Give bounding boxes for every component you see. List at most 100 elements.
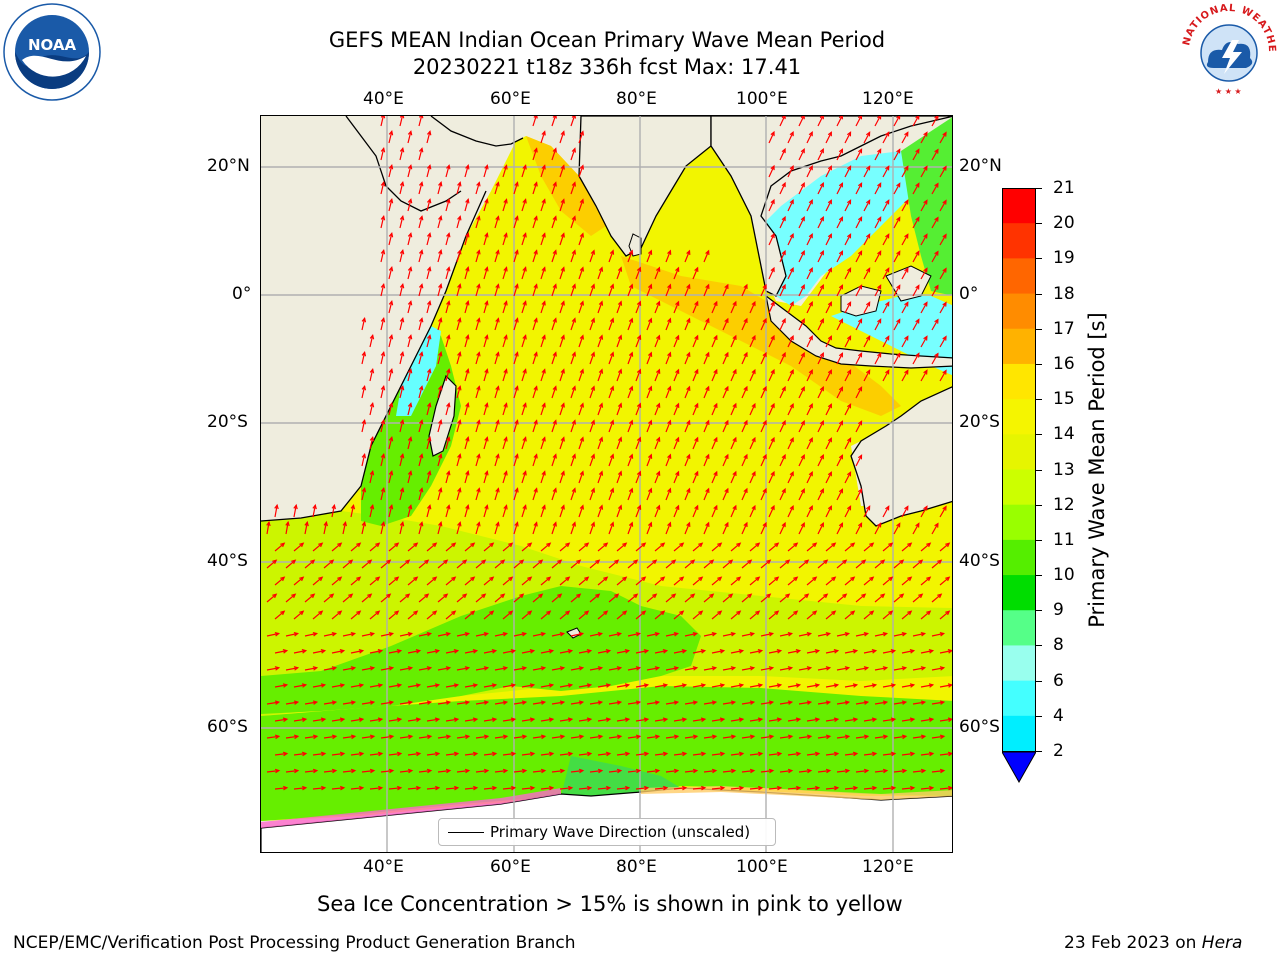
wave-arrow-shaft [684, 632, 697, 637]
wave-arrow-shaft [399, 701, 412, 705]
wave-arrow-shaft [684, 284, 691, 297]
wave-arrow-head [571, 521, 576, 527]
wave-arrow-shaft [654, 369, 660, 382]
wave-arrow-head [814, 751, 821, 757]
wave-arrow-head [533, 385, 538, 391]
wave-arrow-head [407, 334, 413, 340]
wave-arrow-shaft [825, 610, 836, 620]
wave-arrow-head [852, 751, 859, 757]
wave-arrow-shaft [494, 488, 499, 501]
wave-arrow-head [508, 576, 514, 582]
wave-arrow-head [865, 301, 871, 307]
wave-arrow-head [838, 116, 843, 120]
wave-arrow-head [751, 334, 756, 341]
wave-arrow-shaft [608, 735, 621, 739]
wave-arrow-head [942, 199, 947, 205]
wave-arrow-shaft [540, 684, 553, 688]
wave-arrow-shaft [863, 132, 871, 144]
wave-arrow-head [465, 232, 470, 238]
wave-arrow-head [358, 785, 365, 791]
wave-arrow-shaft [863, 200, 871, 212]
wave-arrow-head [502, 768, 509, 774]
wave-arrow-shaft [711, 610, 722, 620]
wave-arrow-head [557, 559, 563, 565]
wave-arrow-head [567, 751, 574, 757]
wave-arrow-shaft [532, 148, 538, 161]
wave-arrow-head [882, 768, 889, 774]
wave-arrow-shaft [494, 593, 505, 603]
wave-arrow-shaft [304, 701, 317, 705]
wave-arrow-head [565, 576, 571, 582]
wave-arrow-head [438, 317, 443, 323]
wave-arrow-shaft [806, 165, 813, 178]
wave-arrow-shaft [901, 370, 909, 382]
wave-arrow-shaft [646, 284, 652, 297]
wave-arrow-head [844, 734, 851, 740]
wave-arrow-head [533, 283, 538, 289]
wave-arrow-head [483, 666, 490, 671]
noaa-logo: NOAA [2, 2, 102, 102]
wave-arrow-shaft [874, 770, 887, 773]
wave-arrow-head [310, 559, 316, 565]
wave-arrow-shaft [578, 542, 589, 552]
wave-arrow-head [806, 632, 813, 637]
wave-arrow-shaft [874, 217, 882, 229]
wave-arrow-head [529, 751, 536, 757]
wave-arrow-shaft [388, 165, 393, 178]
wave-arrow-shaft [931, 632, 944, 637]
wave-arrow-shaft [399, 318, 404, 331]
wave-arrow-head [942, 335, 947, 341]
wave-arrow-head [660, 576, 666, 582]
wave-arrow-shaft [589, 593, 600, 603]
wave-arrow-shaft [589, 559, 600, 569]
wave-arrow-shaft [464, 267, 469, 280]
wave-arrow-head [711, 666, 718, 671]
wave-arrow-shaft [616, 542, 627, 552]
wave-arrow-head [857, 182, 863, 188]
wave-arrow-shaft [274, 576, 285, 586]
colorbar-tick-mark [1036, 504, 1042, 506]
wave-arrow-head [667, 419, 672, 425]
wave-arrow-shaft [369, 752, 382, 756]
colorbar-tick-label: 20 [1053, 213, 1075, 234]
wave-arrow-shaft [456, 182, 461, 195]
wave-arrow-shaft [768, 752, 781, 756]
colorbar-block [1002, 645, 1036, 682]
wave-arrow-head [540, 666, 547, 671]
wave-arrow-head [757, 751, 764, 757]
wave-arrow-head [743, 521, 748, 528]
wave-arrow-head [274, 700, 281, 705]
wave-arrow-shaft [331, 650, 344, 654]
wave-arrow-shaft [380, 318, 385, 331]
wave-arrow-head [724, 351, 729, 358]
wave-arrow-shaft [608, 284, 614, 297]
wave-arrow-shaft [692, 471, 699, 484]
wave-arrow-head [694, 300, 699, 306]
wave-arrow-shaft [855, 149, 863, 161]
wave-arrow-head [280, 542, 286, 548]
wave-arrow-shaft [608, 667, 621, 671]
wave-arrow-head [559, 666, 566, 671]
wave-arrow-head [655, 266, 661, 272]
wave-arrow-shaft [646, 352, 652, 365]
wave-arrow-shaft [608, 318, 614, 331]
wave-arrow-shaft [570, 632, 583, 637]
wave-arrow-head [877, 116, 882, 120]
wave-arrow-head [846, 403, 852, 409]
wave-arrow-shaft [521, 199, 527, 212]
wave-arrow-shaft [760, 318, 767, 331]
wave-arrow-shaft [768, 403, 775, 416]
wave-arrow-head [312, 700, 319, 705]
wave-arrow-shaft [616, 301, 622, 314]
wave-arrow-shaft [836, 455, 843, 467]
wave-arrow-head [380, 316, 386, 323]
wave-arrow-shaft [931, 319, 939, 331]
wave-arrow-shaft [760, 593, 771, 603]
wave-arrow-shaft [692, 335, 699, 348]
wave-arrow-shaft [502, 505, 508, 518]
wave-arrow-head [776, 751, 783, 757]
wave-arrow-shaft [540, 787, 553, 790]
wave-arrow-head [510, 717, 517, 722]
wave-arrow-head [888, 542, 894, 548]
wave-arrow-shaft [540, 752, 553, 756]
